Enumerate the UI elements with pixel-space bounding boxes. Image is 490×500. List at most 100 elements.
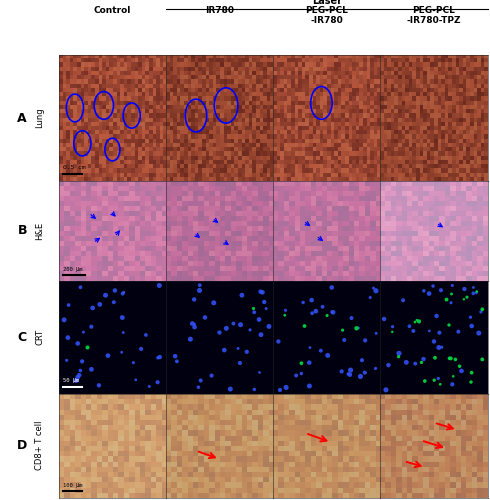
Point: [196, 286, 203, 294]
Point: [191, 320, 198, 328]
Point: [74, 340, 82, 347]
Point: [306, 344, 314, 351]
Point: [142, 331, 150, 339]
Point: [281, 312, 289, 320]
Point: [137, 345, 145, 353]
Point: [478, 306, 486, 314]
Point: [256, 368, 264, 376]
Point: [328, 308, 336, 316]
Point: [431, 354, 439, 362]
Point: [276, 386, 284, 394]
Point: [429, 282, 437, 290]
Point: [405, 322, 413, 330]
Point: [89, 304, 97, 312]
Point: [76, 284, 84, 292]
Point: [171, 352, 179, 360]
Point: [282, 306, 290, 314]
Point: [65, 301, 73, 309]
Point: [257, 288, 265, 296]
Point: [430, 376, 438, 384]
Point: [399, 296, 407, 304]
Point: [187, 335, 195, 343]
Point: [312, 307, 320, 315]
Point: [154, 378, 162, 386]
Point: [445, 321, 453, 329]
Point: [308, 309, 316, 317]
Point: [96, 300, 104, 308]
Point: [385, 361, 392, 369]
Point: [120, 288, 127, 296]
Point: [195, 383, 202, 391]
Point: [395, 350, 403, 358]
Text: Laser: Laser: [312, 0, 342, 6]
Point: [190, 296, 198, 304]
Point: [382, 386, 390, 394]
Point: [282, 384, 290, 392]
Point: [305, 382, 313, 390]
Point: [132, 376, 140, 384]
Point: [341, 336, 348, 344]
Point: [64, 334, 72, 342]
Point: [434, 374, 442, 382]
Point: [119, 290, 126, 298]
Point: [173, 358, 181, 366]
Point: [146, 382, 153, 390]
Point: [347, 314, 355, 322]
Point: [425, 327, 433, 335]
Point: [420, 287, 428, 295]
Point: [473, 288, 481, 296]
Point: [237, 320, 245, 328]
Point: [346, 366, 354, 374]
Point: [74, 373, 82, 381]
Point: [372, 330, 380, 338]
Point: [354, 324, 362, 332]
Point: [437, 286, 445, 294]
Point: [262, 304, 270, 312]
Point: [83, 342, 91, 350]
Point: [328, 284, 336, 292]
Point: [338, 368, 345, 376]
Point: [111, 286, 119, 294]
Point: [412, 360, 419, 368]
Point: [436, 328, 443, 336]
Point: [389, 322, 396, 330]
Point: [257, 330, 265, 338]
Point: [88, 366, 96, 374]
Text: CRT: CRT: [35, 329, 44, 345]
Point: [101, 291, 109, 299]
Point: [468, 322, 476, 330]
Point: [324, 352, 332, 360]
Point: [274, 338, 282, 345]
Point: [155, 282, 163, 290]
Point: [467, 368, 475, 376]
Point: [380, 315, 388, 323]
Point: [318, 303, 326, 311]
Point: [433, 312, 441, 320]
Text: PEG-PCL
-IR780: PEG-PCL -IR780: [305, 6, 348, 25]
Point: [299, 298, 307, 306]
Point: [419, 355, 427, 363]
Point: [76, 366, 84, 374]
Point: [367, 294, 374, 302]
Point: [292, 372, 300, 380]
Point: [250, 308, 258, 316]
Point: [361, 368, 368, 376]
Text: Lung: Lung: [35, 108, 44, 128]
Point: [234, 344, 242, 352]
Point: [243, 348, 251, 356]
Point: [410, 327, 417, 335]
Point: [475, 329, 483, 337]
Text: D: D: [17, 439, 27, 452]
Point: [430, 338, 438, 345]
Point: [456, 362, 464, 370]
Point: [438, 343, 446, 351]
Point: [451, 356, 459, 364]
Point: [196, 281, 204, 289]
Point: [259, 288, 267, 296]
Point: [156, 353, 164, 361]
Point: [72, 376, 80, 384]
Point: [222, 324, 230, 332]
Point: [353, 324, 361, 332]
Point: [129, 358, 137, 366]
Text: CD8+ T cell: CD8+ T cell: [35, 421, 44, 470]
